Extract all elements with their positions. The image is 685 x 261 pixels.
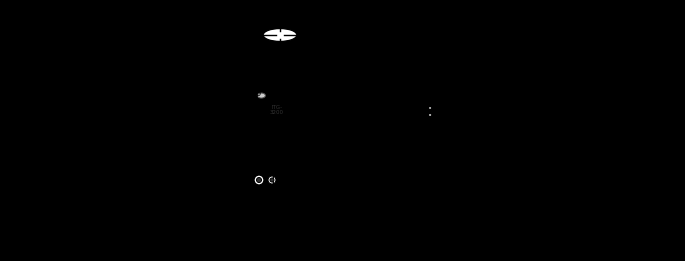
Circle shape <box>270 178 274 182</box>
Text: +y: +y <box>319 99 326 104</box>
Circle shape <box>31 96 51 115</box>
Polygon shape <box>251 104 277 131</box>
Ellipse shape <box>263 28 297 41</box>
Circle shape <box>481 111 490 120</box>
Polygon shape <box>429 114 430 116</box>
Ellipse shape <box>258 93 265 98</box>
Circle shape <box>473 111 482 120</box>
Text: ITG-
3200: ITG- 3200 <box>270 105 284 115</box>
Text: machine learning: machine learning <box>386 218 488 231</box>
Circle shape <box>481 104 490 113</box>
Polygon shape <box>251 91 303 118</box>
Text: Accelerometer: Accelerometer <box>262 67 318 76</box>
Circle shape <box>256 177 262 182</box>
Circle shape <box>473 104 482 113</box>
FancyBboxPatch shape <box>245 169 289 191</box>
Text: PERSON WITH
SENSOR: PERSON WITH SENSOR <box>8 205 90 227</box>
Text: GYROSCOP
E: GYROSCOP E <box>220 91 262 109</box>
Text: camera: camera <box>217 153 246 162</box>
Circle shape <box>490 111 499 120</box>
Polygon shape <box>277 104 303 131</box>
Circle shape <box>268 176 276 184</box>
Text: AMBIENCE DEVICES: AMBIENCE DEVICES <box>191 238 313 248</box>
Circle shape <box>36 136 55 155</box>
Text: +z: +z <box>318 92 325 97</box>
Circle shape <box>254 9 306 61</box>
Text: Fall Detection: Fall Detection <box>565 218 651 231</box>
Ellipse shape <box>193 5 351 225</box>
Circle shape <box>45 18 76 50</box>
Circle shape <box>490 104 499 113</box>
Circle shape <box>254 175 264 185</box>
Circle shape <box>27 57 47 77</box>
Polygon shape <box>429 107 430 109</box>
